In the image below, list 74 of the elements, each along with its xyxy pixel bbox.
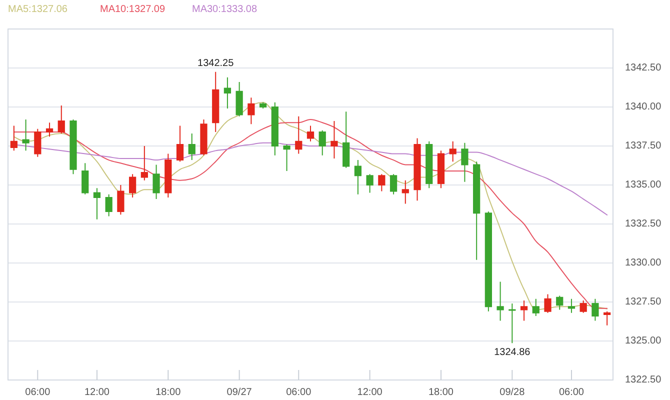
candlestick <box>318 130 326 156</box>
candlestick <box>200 118 208 156</box>
candlestick <box>22 118 30 152</box>
x-tick-label: 06:00 <box>558 387 584 398</box>
annotation: 1324.86 <box>494 347 531 358</box>
candlestick <box>248 97 255 125</box>
y-tick-label: 1325.00 <box>625 336 662 347</box>
y-tick-label: 1332.50 <box>625 218 662 230</box>
candlestick <box>520 300 528 322</box>
candlestick <box>176 125 184 162</box>
candlestick <box>259 102 267 110</box>
candlestick <box>426 140 433 189</box>
candlestick <box>366 174 374 194</box>
candlestick <box>556 295 564 310</box>
candlestick <box>93 188 101 220</box>
x-tick-label: 09/27 <box>226 387 252 398</box>
candlestick <box>449 140 456 162</box>
candlestick <box>82 162 89 195</box>
text: MA10:1327.09 <box>100 4 166 15</box>
candlestick <box>212 71 220 132</box>
candlestick <box>580 300 587 314</box>
candlestick <box>508 303 516 344</box>
candlestick <box>402 180 409 204</box>
x-tick-label: 12:00 <box>84 387 110 398</box>
candlestick <box>129 174 136 198</box>
candlestick <box>152 164 160 200</box>
candlestick <box>164 153 172 198</box>
x-tick-label: 09/28 <box>500 387 526 398</box>
candlestick <box>105 194 112 217</box>
annotation: 1342.25 <box>198 58 234 69</box>
y-tick-label: 1342.50 <box>625 62 662 74</box>
y-tick-label: 1322.50 <box>625 374 662 386</box>
text: MA5:1327.06 <box>8 4 68 15</box>
candlestick <box>295 116 302 154</box>
x-tick-label: 06:00 <box>286 387 312 398</box>
y-tick-label: 1340.00 <box>625 102 662 113</box>
candlestick <box>10 125 18 152</box>
candlestick <box>46 122 54 138</box>
candlestick <box>568 298 576 314</box>
candlestick <box>484 211 492 312</box>
candlestick <box>70 118 77 175</box>
x-tick-label: 18:00 <box>428 387 454 398</box>
candlestick <box>58 104 65 134</box>
candlestick <box>342 111 350 168</box>
candlestick <box>271 102 278 156</box>
candlestick <box>592 298 599 322</box>
candlestick <box>461 142 468 182</box>
y-tick-label: 1335.00 <box>625 180 662 191</box>
candlestick <box>544 294 552 314</box>
candlestick <box>604 310 611 326</box>
candlestick <box>224 76 232 110</box>
y-tick-label: 1327.50 <box>625 296 662 308</box>
y-tick-label: 1330.00 <box>625 258 662 269</box>
candlestick <box>378 174 386 192</box>
x-tick-label: 12:00 <box>357 387 383 398</box>
candlestick <box>34 128 42 158</box>
x-tick-label: 06:00 <box>25 387 51 398</box>
candlestick <box>117 184 124 216</box>
candlestick <box>283 144 290 172</box>
candlestick <box>390 174 398 195</box>
candlestick <box>473 161 480 260</box>
candlestick <box>140 146 148 181</box>
candlestick <box>330 120 338 159</box>
candlestick <box>414 138 421 202</box>
candlestick <box>236 82 243 117</box>
candlestick <box>496 281 504 322</box>
candlestick <box>188 133 196 161</box>
candlestick <box>354 160 362 195</box>
y-tick-label: 1337.50 <box>625 140 662 152</box>
candlestick <box>532 298 540 317</box>
candlestick <box>437 150 445 189</box>
x-tick-label: 18:00 <box>156 387 182 398</box>
text: MA30:1333.08 <box>192 4 258 15</box>
candlestick <box>306 125 314 142</box>
